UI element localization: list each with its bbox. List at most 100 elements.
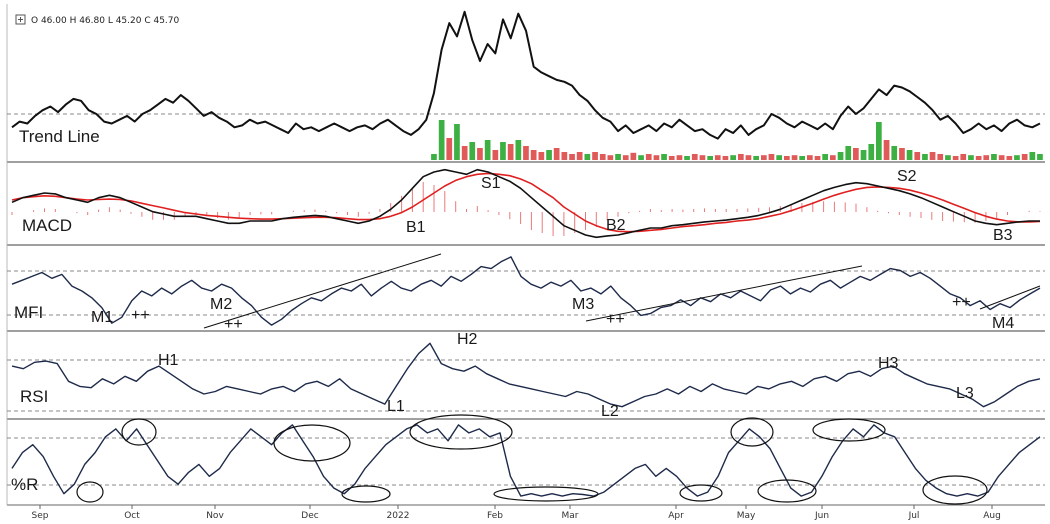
wr-line <box>11 424 1041 497</box>
annot-m1-plus: ++ <box>131 307 150 324</box>
annot-b2: B2 <box>606 217 626 234</box>
volume-bar <box>914 152 921 160</box>
annot-h3: H3 <box>878 355 899 372</box>
volume-bar <box>1029 152 1036 160</box>
volume-bar <box>814 156 821 160</box>
volume-bar <box>668 156 675 160</box>
volume-bar <box>546 150 552 160</box>
volume-bar <box>699 155 706 160</box>
volume-bar <box>891 146 898 160</box>
volume-bar <box>477 148 483 160</box>
annot-m1: M1 <box>91 309 113 326</box>
rsi-series <box>11 342 1041 408</box>
volume-bar <box>515 140 522 160</box>
wr-ellipse-5 <box>409 414 513 450</box>
macd-signal-line <box>11 172 1041 233</box>
x-tick-label: Sep <box>32 511 49 521</box>
volume-bar <box>784 156 790 160</box>
volume-bar <box>584 154 591 160</box>
wr-highlight-ellipses <box>76 414 988 505</box>
volume-bar <box>645 154 652 160</box>
volume-bar <box>454 124 460 160</box>
x-tick-label: Aug <box>983 511 1001 521</box>
volume-bar <box>431 154 437 160</box>
label-mfi: MFI <box>14 303 43 322</box>
wr-ellipse-6 <box>493 486 599 502</box>
volume-bar <box>922 154 928 160</box>
ohlc-text: O 46.00 H 46.80 L 45.20 C 45.70 <box>31 16 180 26</box>
panel-separators <box>6 4 1045 506</box>
volume-bar <box>868 144 875 160</box>
annot-m4-plus: ++ <box>952 294 971 311</box>
volume-bar <box>738 154 744 160</box>
volume-bar <box>553 148 560 160</box>
volume-bar <box>500 142 506 160</box>
label-macd: MACD <box>22 216 72 235</box>
volume-bar <box>1006 156 1013 160</box>
volume-bar <box>1037 154 1043 160</box>
volume-bars <box>431 120 1043 160</box>
volume-bar <box>998 155 1005 160</box>
volume-bar <box>438 120 445 160</box>
volume-bar <box>983 155 990 160</box>
rsi-annotations: H1 L1 H2 L2 H3 L3 <box>158 331 974 420</box>
x-tick-label: Feb <box>487 511 503 521</box>
volume-bar <box>691 154 698 160</box>
volume-bar <box>523 146 529 160</box>
volume-bar <box>638 155 644 160</box>
volume-bar <box>830 155 836 160</box>
volume-bar <box>714 155 721 160</box>
x-tick-label: Jul <box>908 511 920 521</box>
rsi-line <box>11 342 1041 408</box>
wr-ellipse-1 <box>76 481 104 503</box>
x-tick-label: Dec <box>301 511 318 521</box>
wr-ellipse-7 <box>679 484 723 502</box>
volume-bar <box>684 156 690 160</box>
macd-line <box>11 168 1040 239</box>
ohlc-readout: O 46.00 H 46.80 L 45.20 C 45.70 <box>15 14 180 26</box>
volume-bar <box>937 154 944 160</box>
volume-bar <box>561 152 568 160</box>
wr-ellipse-3 <box>273 424 351 462</box>
x-axis-ticks: Sep Oct Nov Dec 2022 Feb Mar Apr May Jun Jul Aug <box>32 505 1001 521</box>
macd-annotations: B1 S1 B2 S2 B3 <box>406 168 1013 244</box>
wr-ellipse-9 <box>757 479 817 503</box>
volume-bar <box>653 155 660 160</box>
volume-bar <box>883 140 890 160</box>
volume-bar <box>661 154 667 160</box>
volume-bar <box>952 156 959 160</box>
annot-m3: M3 <box>572 296 594 313</box>
volume-bar <box>538 152 545 160</box>
wr-series <box>11 424 1041 497</box>
volume-bar <box>776 155 782 160</box>
volume-bar <box>945 155 951 160</box>
mfi-line <box>11 256 1041 326</box>
wr-ellipse-4 <box>341 485 391 503</box>
x-tick-label: Oct <box>124 511 140 521</box>
annot-l2: L2 <box>601 403 619 420</box>
volume-bar <box>607 155 614 160</box>
annot-m2: M2 <box>210 296 232 313</box>
mfi-trend-line-3 <box>979 285 1041 310</box>
mfi-trend-line-1 <box>203 253 442 329</box>
volume-bar <box>622 155 629 160</box>
annot-s1: S1 <box>481 175 501 192</box>
expand-icon[interactable] <box>15 14 26 25</box>
label-wr: %R <box>11 475 38 494</box>
price-line <box>11 10 1041 140</box>
mfi-trend-line-2 <box>585 265 863 322</box>
volume-bar <box>730 155 736 160</box>
annot-l1: L1 <box>387 398 405 415</box>
volume-bar <box>761 155 767 160</box>
x-tick-label: 2022 <box>387 511 410 521</box>
volume-bar <box>1021 154 1028 160</box>
annot-m4: M4 <box>992 315 1014 332</box>
volume-bar <box>791 155 798 160</box>
label-rsi: RSI <box>20 387 48 406</box>
x-tick-label: Mar <box>562 511 579 521</box>
volume-bar <box>799 156 805 160</box>
volume-bar <box>807 155 813 160</box>
volume-bar <box>853 148 859 160</box>
volume-bar <box>876 122 882 160</box>
x-tick-label: May <box>737 511 756 521</box>
